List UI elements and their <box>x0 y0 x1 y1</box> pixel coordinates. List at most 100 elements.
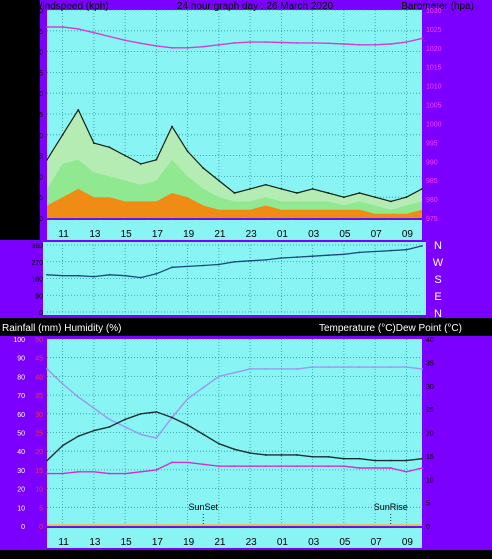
temperature-y-tick-label: 40 <box>426 337 434 344</box>
humidity-point <box>358 366 361 368</box>
humidity-point <box>139 433 142 436</box>
barometer-point <box>421 37 423 40</box>
barometer-point <box>311 42 314 44</box>
rainfall-y-tick-label: 0 <box>39 524 43 531</box>
wind-gust-point <box>421 187 423 190</box>
wind-gust-point <box>358 192 361 194</box>
wind-direction-point <box>280 257 283 259</box>
dew-point-point <box>311 465 314 468</box>
compass-direction-label: W <box>433 257 444 269</box>
direction-y-tick-label: 0 <box>39 310 43 317</box>
humidity-point <box>61 382 64 385</box>
wind-x-axis-band <box>47 220 422 240</box>
rainfall-y-tick-label: 35 <box>35 393 43 400</box>
wind-gust-point <box>139 163 142 165</box>
humidity-point <box>280 368 283 370</box>
wind-gust-point <box>92 142 95 145</box>
wind-direction-point <box>108 273 111 276</box>
humidity-y-tick-label: 70 <box>17 393 25 400</box>
temperature-point <box>124 418 127 421</box>
dew-point-point <box>124 472 127 475</box>
dew-point-point <box>155 469 158 471</box>
wind-y-tick-label: 40 <box>35 50 43 57</box>
wind-y-tick-label: 10 <box>35 174 43 181</box>
humidity-point <box>92 407 95 410</box>
dew-point-point <box>327 465 330 468</box>
barometer-point <box>217 43 220 46</box>
barometer-y-tick-label: 1005 <box>426 103 442 110</box>
dew-point-point <box>296 465 298 468</box>
wind-y-tick-label: 50 <box>35 8 43 15</box>
temp-x-axis-band <box>47 528 422 548</box>
rainfall-y-tick-label: 10 <box>35 487 43 494</box>
wind-gust-point <box>264 183 267 186</box>
wind-gust-point <box>217 179 220 182</box>
temp-x-tick-label: 13 <box>89 537 101 548</box>
wind-y-tick-label: 25 <box>35 112 43 119</box>
dew-point-point <box>108 472 111 475</box>
temp-x-tick-label: 05 <box>339 537 351 548</box>
barometer-point <box>249 41 252 44</box>
dew-point-point <box>61 472 64 475</box>
dew-point-point <box>233 465 236 468</box>
wind-gust-point <box>389 200 392 203</box>
barometer-point <box>327 42 330 45</box>
direction-y-tick-label: 360 <box>31 243 43 250</box>
wind-direction-point <box>342 253 345 256</box>
humidity-y-tick-label: 90 <box>17 356 25 363</box>
rainfall-y-tick-label: 50 <box>35 337 43 344</box>
temperature-point <box>358 457 361 460</box>
humidity-point <box>233 371 236 374</box>
dew-point-point <box>405 470 408 473</box>
temperature-point <box>249 452 252 454</box>
wind-direction-point <box>233 260 236 263</box>
temperature-point <box>374 459 377 462</box>
wind-x-tick-label: 13 <box>89 229 101 240</box>
dew-point-point <box>389 467 392 469</box>
rainfall-y-tick-label: 40 <box>35 374 43 381</box>
left-gutter-top <box>0 0 40 240</box>
wind-direction-point <box>327 254 330 257</box>
barometer-point <box>389 43 392 45</box>
wind-x-tick-label: 17 <box>152 229 164 240</box>
temp-x-tick-label: 11 <box>58 537 69 548</box>
humidity-point <box>421 368 423 370</box>
wind-gust-point <box>405 196 408 199</box>
wind-x-tick-label: 05 <box>339 229 351 240</box>
wind-direction-point <box>264 258 267 261</box>
temp-header-band <box>0 318 492 336</box>
bottom-border <box>0 550 492 554</box>
barometer-y-tick-label: 985 <box>426 178 438 185</box>
wind-gust-point <box>327 192 330 194</box>
direction-y-tick-label: 180 <box>31 277 43 284</box>
temperature-point <box>77 435 80 438</box>
temperature-point <box>389 459 392 462</box>
wind-y-tick-label: 5 <box>39 195 43 202</box>
temperature-y-tick-label: 5 <box>426 501 430 508</box>
dew-point-point <box>374 467 377 469</box>
wind-gust-point <box>342 196 345 199</box>
rainfall-y-tick-label: 45 <box>35 356 43 363</box>
barometer-y-tick-label: 990 <box>426 159 438 166</box>
rainfall-y-tick-label: 30 <box>35 412 43 419</box>
direction-y-tick-label: 90 <box>35 293 43 300</box>
wind-y-tick-label: 15 <box>35 154 43 161</box>
wind-direction-point <box>249 259 252 262</box>
wind-x-tick-label: 19 <box>183 229 195 240</box>
temperature-point <box>61 444 64 447</box>
humidity-point <box>108 418 111 421</box>
wind-x-tick-label: 09 <box>402 229 414 240</box>
wind-direction-point <box>186 265 189 268</box>
compass-direction-label: N <box>434 240 442 252</box>
wind-direction-point <box>374 250 377 253</box>
barometer-point <box>280 41 283 44</box>
temperature-point <box>342 457 345 460</box>
dew-point-point <box>139 470 142 473</box>
wind-direction-point <box>139 276 142 279</box>
wind-direction-point <box>296 256 298 258</box>
temperature-point <box>405 459 408 462</box>
temp-x-tick-label: 03 <box>308 537 320 548</box>
dew-point-point <box>421 467 423 469</box>
humidity-point <box>77 396 80 398</box>
